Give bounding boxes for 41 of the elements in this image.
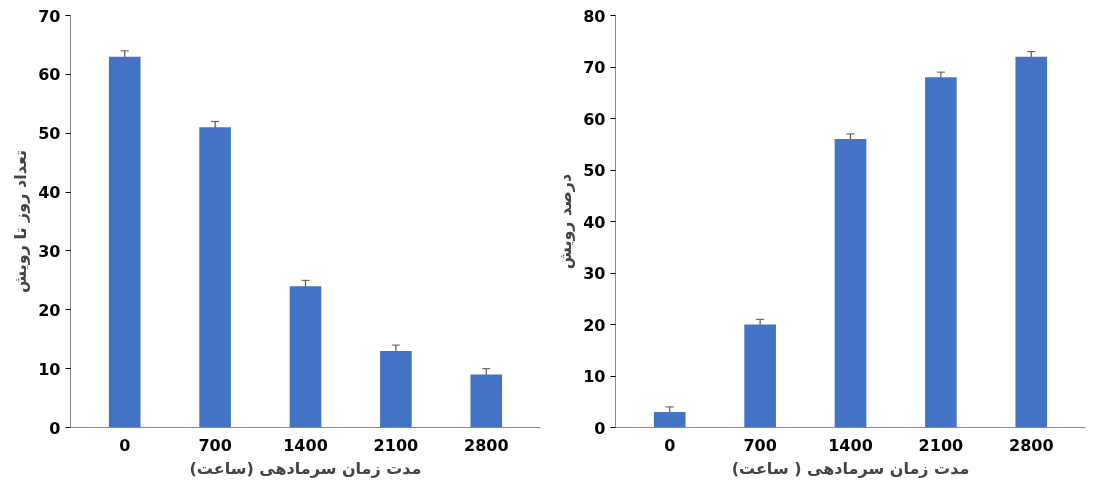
- y-tick-label: 10: [583, 367, 606, 386]
- y-tick-label: 0: [594, 418, 606, 438]
- y-axis-title: تعداد روز تا رویش: [11, 150, 31, 293]
- x-tick-label: 1400: [283, 435, 328, 455]
- bar: [834, 139, 867, 428]
- x-tick-label: 2800: [464, 435, 509, 455]
- x-tick-label: 700: [198, 435, 232, 455]
- bar: [289, 286, 322, 428]
- x-tick-label: 0: [664, 435, 676, 455]
- y-tick-label: 40: [38, 183, 61, 203]
- y-tick-label: 10: [38, 359, 61, 379]
- y-tick-label: 30: [38, 241, 61, 261]
- x-axis-title: مدت زمان سرمادهی ( ساعت): [731, 458, 970, 478]
- bar: [380, 350, 412, 428]
- x-tick-label: 2100: [373, 435, 419, 455]
- y-tick-label: 70: [38, 6, 61, 26]
- bar: [1015, 56, 1048, 428]
- x-tick-label: 2800: [1009, 435, 1054, 455]
- bar: [199, 127, 231, 428]
- y-tick-label: 0: [49, 418, 61, 438]
- x-tick-label: 0: [119, 435, 131, 455]
- y-tick-label: 60: [583, 109, 606, 129]
- y-tick-label: 70: [583, 58, 606, 77]
- y-tick-label: 30: [583, 264, 606, 283]
- x-tick-label: 700: [743, 435, 777, 455]
- y-tick-label: 20: [38, 300, 61, 320]
- y-tick-label: 40: [583, 212, 606, 232]
- bar: [653, 412, 686, 428]
- x-tick-label: 2100: [918, 435, 964, 455]
- y-tick-label: 50: [38, 124, 61, 144]
- bar: [925, 77, 957, 428]
- bar: [744, 324, 776, 428]
- y-tick-label: 80: [583, 6, 606, 26]
- y-tick-label: 20: [583, 315, 606, 335]
- y-axis-title: درصد رویش: [556, 173, 576, 270]
- y-tick-label: 60: [38, 65, 61, 85]
- x-tick-label: 1400: [828, 435, 873, 455]
- bar: [108, 56, 141, 428]
- y-tick-label: 50: [583, 161, 606, 180]
- bar: [470, 374, 503, 428]
- x-axis-title: مدت زمان سرمادهی (ساعت): [189, 458, 422, 478]
